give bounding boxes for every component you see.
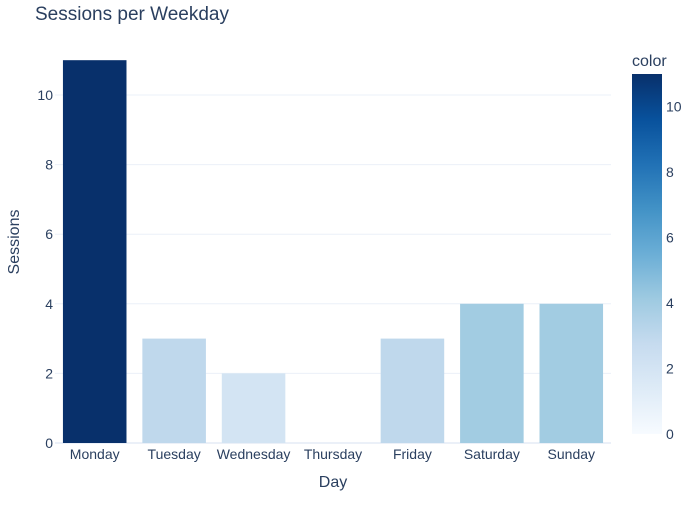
x-tick-label: Sunday <box>548 446 595 462</box>
chart-title: Sessions per Weekday <box>35 4 229 25</box>
colorbar-tick-label: 10 <box>666 99 682 115</box>
colorbar-tick-label: 0 <box>666 426 674 442</box>
bar-tuesday <box>142 338 206 443</box>
x-tick-label: Wednesday <box>217 446 291 462</box>
bar-wednesday <box>221 373 286 443</box>
bars <box>62 60 604 443</box>
y-tick-label: 0 <box>45 435 53 451</box>
x-tick-label: Tuesday <box>148 446 201 462</box>
colorbar-title: color <box>632 53 667 70</box>
bar-saturday <box>460 303 524 443</box>
bar-monday <box>62 60 127 443</box>
bar-friday <box>380 338 445 443</box>
bar-sunday <box>539 303 604 443</box>
y-tick-label: 8 <box>45 157 53 173</box>
y-tick-label: 2 <box>45 365 53 381</box>
y-axis-ticks: 0 2 4 6 8 10 <box>37 87 53 451</box>
x-tick-label: Monday <box>70 446 120 462</box>
colorbar-tick-label: 4 <box>666 295 674 311</box>
colorbar: color 0 2 4 6 8 10 <box>632 53 682 442</box>
colorbar-tick-label: 2 <box>666 361 674 377</box>
y-axis-label: Sessions <box>6 210 23 275</box>
y-tick-label: 4 <box>45 296 53 312</box>
x-axis-label: Day <box>319 474 347 491</box>
x-tick-label: Saturday <box>464 446 520 462</box>
y-tick-label: 10 <box>37 87 53 103</box>
grid-lines <box>55 94 611 444</box>
colorbar-tick-label: 6 <box>666 230 674 246</box>
x-tick-label: Friday <box>393 446 432 462</box>
y-tick-label: 6 <box>45 226 53 242</box>
colorbar-gradient <box>632 74 662 434</box>
x-tick-label: Thursday <box>304 446 362 462</box>
colorbar-tick-label: 8 <box>666 164 674 180</box>
x-axis-ticks: Monday Tuesday Wednesday Thursday Friday Satu… <box>70 446 595 462</box>
